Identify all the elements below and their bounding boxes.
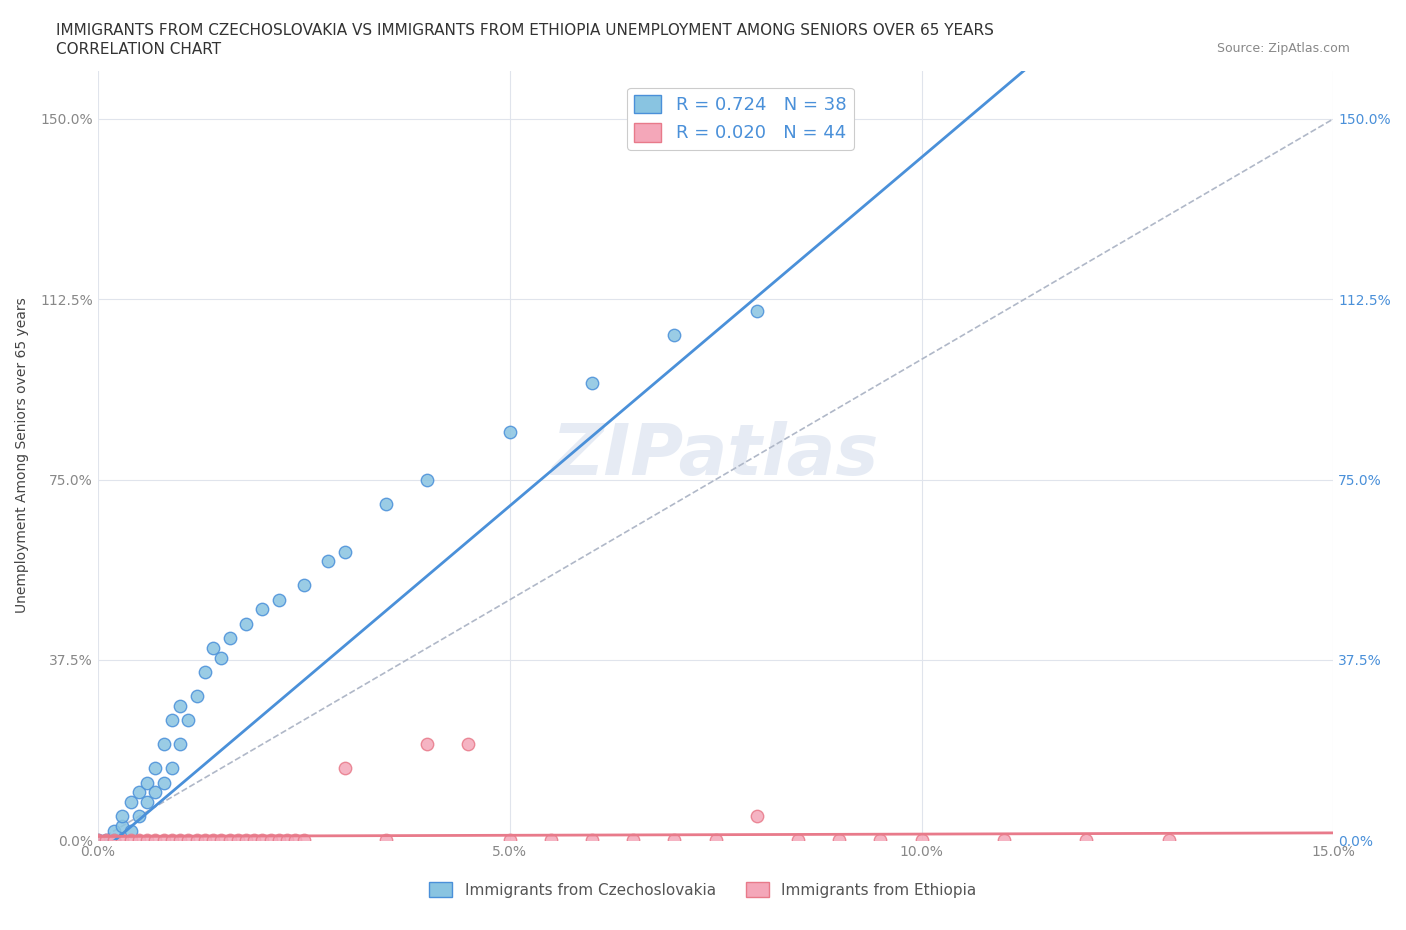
Point [235,617,257,631]
Point [111,809,134,824]
Point [169,737,191,751]
Point [540,833,562,848]
Point [292,833,315,848]
Point [186,688,208,703]
Point [1076,833,1098,848]
Point [416,472,439,487]
Point [87,833,110,848]
Point [103,823,125,838]
Point [869,833,891,848]
Point [186,833,208,848]
Point [94,833,117,848]
Point [145,833,167,848]
Point [194,665,217,680]
Point [160,761,183,776]
Point [333,761,356,776]
Point [145,785,167,800]
Point [177,712,200,727]
Point [152,737,174,751]
Point [128,785,150,800]
Point [581,376,603,391]
Point [120,794,142,809]
Point [664,328,686,343]
Point [177,833,200,848]
Point [375,497,398,512]
Y-axis label: Unemployment Among Seniors over 65 years: Unemployment Among Seniors over 65 years [15,298,30,614]
Point [235,833,257,848]
Point [375,833,398,848]
Point [787,833,810,848]
Point [498,424,520,439]
Point [145,761,167,776]
Point [103,833,125,848]
Point [828,833,851,848]
Point [87,833,110,848]
Point [218,833,240,848]
Point [136,833,159,848]
Point [202,641,225,656]
Point [136,776,159,790]
Point [704,833,727,848]
Point [993,833,1015,848]
Point [457,737,479,751]
Point [498,833,520,848]
Point [160,833,183,848]
Legend: R = 0.724   N = 38, R = 0.020   N = 44: R = 0.724 N = 38, R = 0.020 N = 44 [627,87,853,150]
Point [333,544,356,559]
Point [160,712,183,727]
Point [120,823,142,838]
Point [152,833,174,848]
Point [276,833,298,848]
Point [581,833,603,848]
Point [202,833,225,848]
Point [120,833,142,848]
Point [267,592,290,607]
Point [318,554,340,569]
Point [218,631,240,645]
Point [152,776,174,790]
Point [94,833,117,848]
Point [745,304,768,319]
Point [292,578,315,592]
Point [111,833,134,848]
Point [284,833,307,848]
Point [111,818,134,833]
Text: CORRELATION CHART: CORRELATION CHART [56,42,221,57]
Point [260,833,283,848]
Point [910,833,932,848]
Point [136,794,159,809]
Point [1157,833,1180,848]
Point [103,833,125,848]
Point [252,833,274,848]
Point [128,809,150,824]
Point [169,833,191,848]
Text: IMMIGRANTS FROM CZECHOSLOVAKIA VS IMMIGRANTS FROM ETHIOPIA UNEMPLOYMENT AMONG SE: IMMIGRANTS FROM CZECHOSLOVAKIA VS IMMIGR… [56,23,994,38]
Text: ZIPatlas: ZIPatlas [553,421,879,490]
Text: Source: ZipAtlas.com: Source: ZipAtlas.com [1216,42,1350,55]
Point [194,833,217,848]
Point [243,833,266,848]
Point [169,698,191,713]
Point [226,833,249,848]
Legend: Immigrants from Czechoslovakia, Immigrants from Ethiopia: Immigrants from Czechoslovakia, Immigran… [423,875,983,904]
Point [209,650,232,665]
Point [416,737,439,751]
Point [621,833,644,848]
Point [128,833,150,848]
Point [252,602,274,617]
Point [209,833,232,848]
Point [267,833,290,848]
Point [745,809,768,824]
Point [664,833,686,848]
